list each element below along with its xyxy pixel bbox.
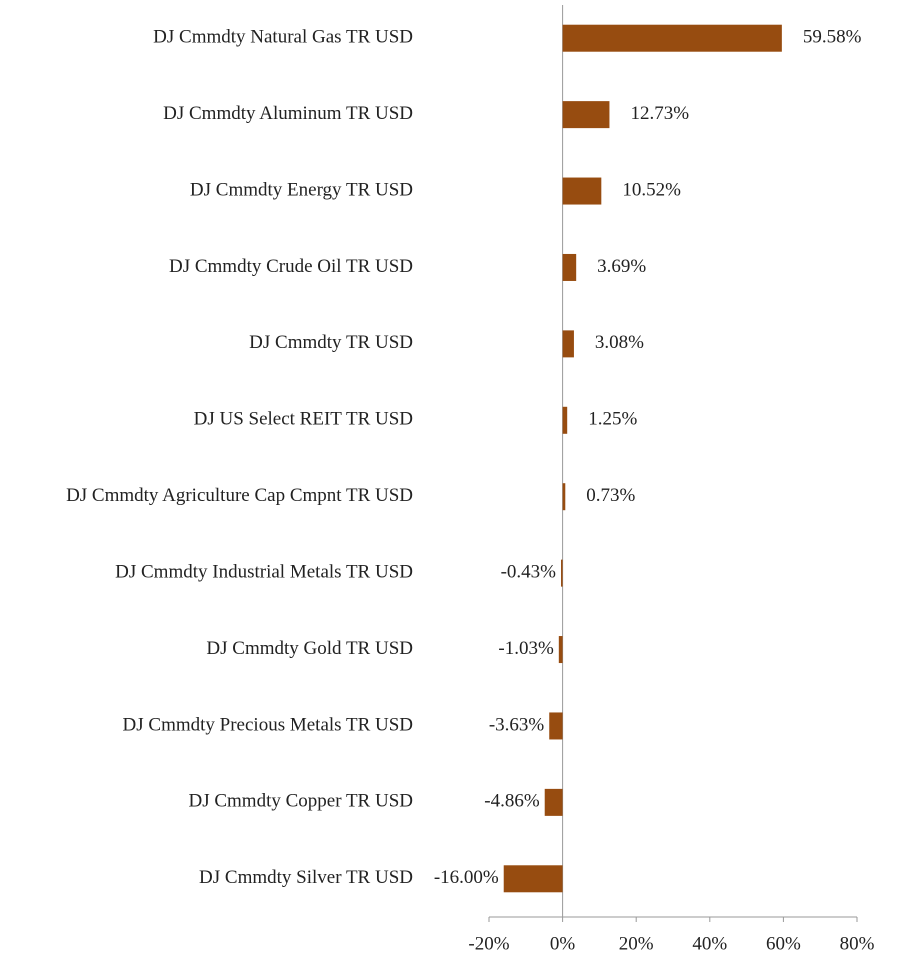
x-tick-label: -20% — [468, 933, 509, 954]
value-label: 10.52% — [622, 179, 681, 200]
bar — [562, 483, 566, 511]
value-label: -4.86% — [484, 791, 540, 812]
category-label: DJ Cmmdty Energy TR USD — [190, 179, 413, 200]
category-label: DJ Cmmdty Agriculture Cap Cmpnt TR USD — [66, 485, 413, 506]
bar — [562, 177, 602, 205]
category-label: DJ Cmmdty Aluminum TR USD — [163, 103, 413, 124]
value-label: -1.03% — [498, 638, 554, 659]
value-label: 3.08% — [595, 332, 644, 353]
bar — [558, 636, 563, 664]
value-label: 12.73% — [630, 103, 689, 124]
bar — [562, 24, 782, 52]
bar — [562, 406, 568, 434]
bar — [503, 865, 563, 893]
category-label: DJ US Select REIT TR USD — [194, 409, 413, 430]
x-tick-label: 20% — [619, 933, 654, 954]
bar — [549, 712, 563, 740]
x-tick-label: 0% — [550, 933, 576, 954]
bar — [544, 788, 563, 816]
category-label: DJ Cmmdty Industrial Metals TR USD — [115, 561, 413, 582]
value-label: 0.73% — [586, 485, 635, 506]
value-label: -3.63% — [489, 714, 545, 735]
x-tick-label: 40% — [692, 933, 727, 954]
bar — [562, 330, 574, 358]
category-label: DJ Cmmdty Natural Gas TR USD — [153, 27, 413, 48]
category-label: DJ Cmmdty Copper TR USD — [188, 791, 413, 812]
bar — [562, 101, 610, 129]
value-label: 59.58% — [803, 27, 862, 48]
category-label: DJ Cmmdty Silver TR USD — [199, 867, 413, 888]
category-label: DJ Cmmdty Crude Oil TR USD — [169, 256, 413, 277]
category-label: DJ Cmmdty TR USD — [249, 332, 413, 353]
value-label: -16.00% — [434, 867, 499, 888]
bar — [561, 559, 563, 587]
category-label: DJ Cmmdty Precious Metals TR USD — [123, 714, 413, 735]
value-label: 3.69% — [597, 256, 646, 277]
x-tick-label: 80% — [840, 933, 875, 954]
x-tick-label: 60% — [766, 933, 801, 954]
value-label: 1.25% — [588, 409, 637, 430]
bar — [562, 253, 577, 281]
value-label: -0.43% — [501, 561, 557, 582]
category-label: DJ Cmmdty Gold TR USD — [206, 638, 413, 659]
